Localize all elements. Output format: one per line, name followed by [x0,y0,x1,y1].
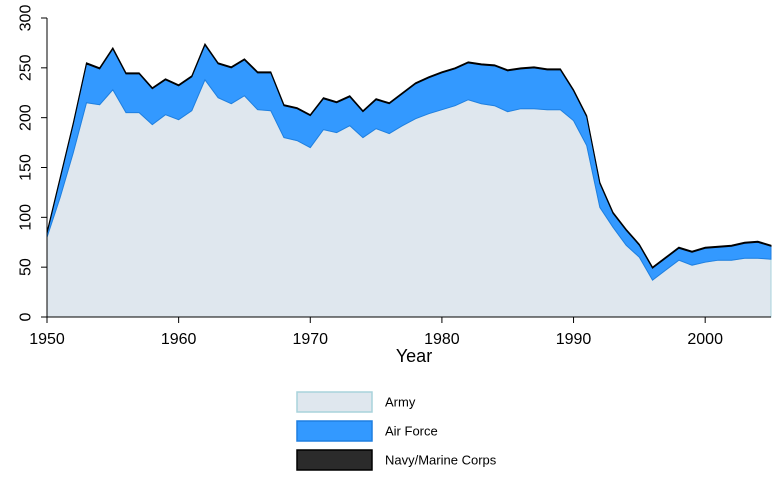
legend-swatch [296,391,373,413]
legend-swatch [296,449,373,471]
y-tick-label: 150 [18,154,35,181]
x-tick-label: 1970 [292,331,328,348]
y-tick-label: 0 [18,312,35,321]
x-tick-label: 1950 [29,331,65,348]
x-tick-label: 1960 [161,331,197,348]
y-tick-label: 50 [18,258,35,276]
legend-label: Navy/Marine Corps [385,452,497,467]
y-tick-label: 250 [18,54,35,81]
legend-label: Army [385,394,416,409]
legend-swatch [296,420,373,442]
legend-label: Air Force [385,423,438,438]
x-tick-label: 2000 [687,331,723,348]
x-tick-label: 1990 [556,331,592,348]
area [46,42,772,269]
y-tick-label: 100 [18,204,35,231]
y-tick-label: 200 [18,104,35,131]
x-tick-label: 1980 [424,331,460,348]
x-axis-title: Year [396,346,432,366]
y-tick-label: 300 [18,5,35,32]
